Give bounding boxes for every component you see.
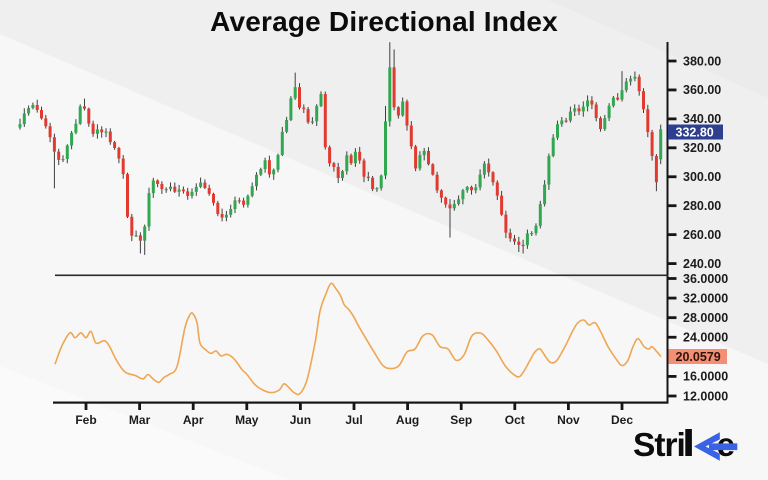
svg-text:16.0000: 16.0000 xyxy=(683,370,728,384)
svg-text:Sep: Sep xyxy=(450,413,472,427)
svg-text:Jun: Jun xyxy=(290,413,311,427)
svg-text:24.0000: 24.0000 xyxy=(683,331,728,345)
svg-text:Dec: Dec xyxy=(611,413,633,427)
svg-text:32.0000: 32.0000 xyxy=(683,291,728,305)
svg-text:320.00: 320.00 xyxy=(683,141,721,155)
svg-text:Jul: Jul xyxy=(345,413,362,427)
svg-text:Mar: Mar xyxy=(129,413,151,427)
svg-text:380.00: 380.00 xyxy=(683,54,721,68)
svg-text:240.00: 240.00 xyxy=(683,257,721,271)
svg-text:360.00: 360.00 xyxy=(683,83,721,97)
svg-text:36.0000: 36.0000 xyxy=(683,272,728,286)
svg-text:Oct: Oct xyxy=(505,413,525,427)
svg-text:260.00: 260.00 xyxy=(683,228,721,242)
svg-text:Stri: Stri xyxy=(633,427,685,464)
svg-text:20.0579: 20.0579 xyxy=(676,350,721,364)
svg-text:280.00: 280.00 xyxy=(683,199,721,213)
svg-text:Nov: Nov xyxy=(557,413,580,427)
svg-text:332.80: 332.80 xyxy=(676,126,714,140)
svg-text:Apr: Apr xyxy=(183,413,204,427)
svg-text:Feb: Feb xyxy=(75,413,96,427)
svg-text:28.0000: 28.0000 xyxy=(683,311,728,325)
svg-text:12.0000: 12.0000 xyxy=(683,389,728,403)
svg-text:Aug: Aug xyxy=(396,413,419,427)
svg-text:May: May xyxy=(235,413,259,427)
svg-text:340.00: 340.00 xyxy=(683,112,721,126)
svg-text:300.00: 300.00 xyxy=(683,170,721,184)
